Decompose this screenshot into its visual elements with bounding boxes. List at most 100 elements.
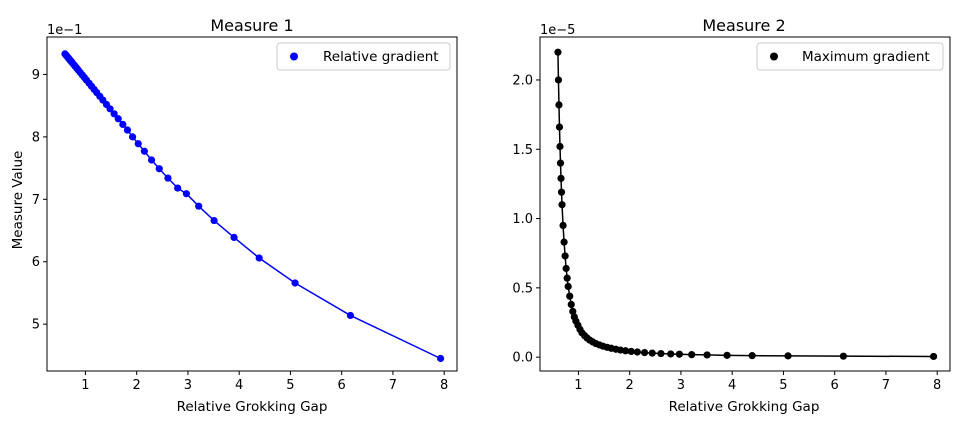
data-points <box>554 48 938 361</box>
data-point <box>110 110 118 118</box>
data-point <box>557 188 566 196</box>
data-point <box>556 159 565 167</box>
legend-label: Maximum gradient <box>802 49 930 65</box>
data-point <box>675 350 684 358</box>
data-point <box>561 252 569 260</box>
y-ticks: 5 6 7 8 9 <box>32 68 47 333</box>
data-point <box>667 350 675 358</box>
chart-measure-1: Measure 1 1e−1 Measure Value Relative Gr… <box>10 16 458 415</box>
data-point <box>640 348 649 357</box>
data-point <box>255 254 263 262</box>
x-tick-label: 3 <box>184 378 192 393</box>
chart-title: Measure 2 <box>702 16 785 35</box>
data-point <box>155 165 163 173</box>
data-point <box>164 174 172 182</box>
x-tick-label: 1 <box>574 378 582 393</box>
data-point <box>346 311 354 320</box>
data-point <box>839 352 848 360</box>
x-tick-label: 8 <box>933 378 941 393</box>
data-point <box>128 133 137 141</box>
data-point <box>560 238 568 246</box>
legend-marker <box>770 52 778 61</box>
x-tick-label: 3 <box>677 378 685 393</box>
data-point <box>114 115 122 123</box>
data-point <box>627 347 635 356</box>
data-point <box>723 351 731 359</box>
data-point <box>291 279 299 287</box>
data-point <box>556 142 564 151</box>
x-tick-label: 7 <box>389 378 397 393</box>
x-tick-label: 5 <box>779 378 787 393</box>
x-ticks: 1 2 3 4 5 6 7 8 <box>574 371 941 393</box>
data-point <box>567 300 575 309</box>
data-point <box>123 126 132 134</box>
data-point <box>569 307 577 316</box>
data-point <box>134 140 142 148</box>
x-axis-label: Relative Grokking Gap <box>177 399 328 415</box>
legend: Relative gradient <box>276 42 451 71</box>
data-point <box>210 216 218 225</box>
data-point <box>195 202 203 210</box>
x-tick-label: 2 <box>626 378 634 393</box>
y-tick-label: 7 <box>32 193 40 208</box>
x-ticks: 1 2 3 4 5 6 7 8 <box>81 371 448 393</box>
y-tick-label: 1.0 <box>512 212 533 227</box>
x-tick-label: 1 <box>81 378 89 393</box>
data-point <box>563 274 571 282</box>
x-tick-label: 4 <box>728 378 736 393</box>
x-tick-label: 8 <box>440 378 448 393</box>
y-tick-label: 6 <box>32 255 40 270</box>
legend: Maximum gradient <box>756 42 944 71</box>
y-tick-label: 0.0 <box>512 351 533 366</box>
data-point <box>555 123 564 131</box>
y-offset-label: 1e−1 <box>47 23 82 38</box>
x-tick-label: 6 <box>831 378 839 393</box>
data-point <box>554 48 562 56</box>
data-point <box>140 147 148 155</box>
y-tick-label: 5 <box>32 318 40 333</box>
data-point <box>182 190 190 198</box>
data-point <box>748 352 756 360</box>
series-line-relative-gradient <box>64 53 441 360</box>
y-tick-label: 8 <box>32 130 40 145</box>
y-offset-label: 1e−5 <box>540 23 575 38</box>
y-tick-label: 2.0 <box>512 73 533 88</box>
chart-measure-2: Measure 2 1e−5 Relative Grokking Gap 1 2 3… <box>512 16 951 415</box>
x-tick-label: 6 <box>338 378 346 393</box>
y-ticks: 0.0 0.5 1.0 1.5 2.0 <box>512 73 540 366</box>
data-point <box>930 352 938 361</box>
data-point <box>657 349 665 358</box>
data-point <box>621 347 630 355</box>
data-point <box>559 221 567 230</box>
data-point <box>555 101 563 109</box>
data-point <box>566 292 574 300</box>
data-point <box>557 174 565 182</box>
x-tick-label: 5 <box>286 378 294 393</box>
data-point <box>688 351 696 359</box>
data-point <box>564 282 572 291</box>
data-point <box>784 352 792 360</box>
data-point <box>119 120 127 128</box>
data-point <box>437 354 445 363</box>
series-line-maximum-gradient <box>557 52 934 358</box>
y-axis-label: Measure Value <box>10 151 26 250</box>
data-point <box>106 105 114 113</box>
data-point <box>558 201 566 209</box>
data-point <box>648 349 656 357</box>
x-tick-label: 2 <box>133 378 141 393</box>
y-tick-label: 1.5 <box>512 143 533 158</box>
chart-title: Measure 1 <box>210 16 293 35</box>
y-tick-label: 0.5 <box>512 281 533 296</box>
y-tick-label: 9 <box>32 68 40 83</box>
legend-label: Relative gradient <box>323 49 439 65</box>
x-tick-label: 7 <box>882 378 890 393</box>
data-point <box>633 348 641 356</box>
data-point <box>147 156 156 164</box>
data-point <box>174 184 182 192</box>
data-point <box>554 76 563 84</box>
data-point <box>703 351 711 359</box>
x-tick-label: 4 <box>235 378 243 393</box>
x-axis-label: Relative Grokking Gap <box>669 399 820 415</box>
data-point <box>230 233 238 241</box>
